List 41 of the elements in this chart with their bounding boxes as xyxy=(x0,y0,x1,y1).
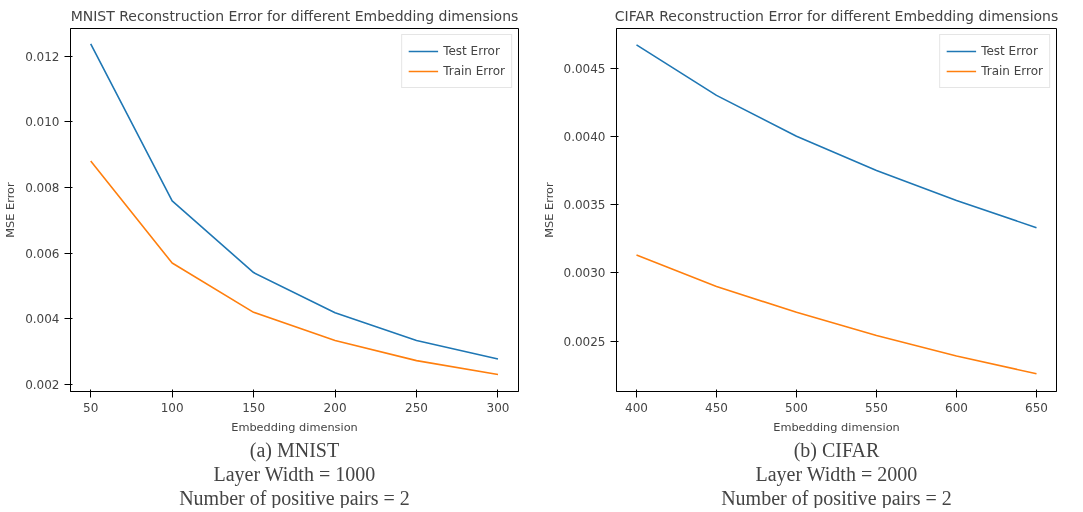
legend-label: Test Error xyxy=(981,44,1038,58)
x-tick-label: 100 xyxy=(160,400,184,415)
text: Number of positive pairs = 2 xyxy=(179,486,410,510)
x-tick-label: 650 xyxy=(1025,400,1048,415)
y-tick-label: 0.006 xyxy=(25,246,60,261)
chart-title: CIFAR Reconstruction Error for different Embedding dimensions xyxy=(614,7,1059,24)
x-tick-label: 500 xyxy=(785,400,808,415)
text: Layer Width = 2000 xyxy=(755,462,918,486)
y-tick-label: 0.0030 xyxy=(563,266,606,281)
legend-label: Train Error xyxy=(981,64,1043,78)
text: Layer Width = 1000 xyxy=(213,462,376,486)
y-axis-title: MSE Error xyxy=(541,181,556,238)
y-tick-label: 0.0045 xyxy=(563,61,606,76)
y-tick-label: 0.010 xyxy=(25,115,60,130)
y-tick-label: 0.0040 xyxy=(563,129,606,144)
x-tick-label: 400 xyxy=(625,400,648,415)
x-tick-label: 200 xyxy=(323,400,347,415)
text: (a) MNIST xyxy=(249,438,340,462)
line-series xyxy=(635,254,1038,375)
y-tick-label: 0.012 xyxy=(25,49,60,64)
chart-title: MNIST Reconstruction Error for different Embedding dimensions xyxy=(70,7,519,24)
y-tick-label: 0.0035 xyxy=(563,198,606,213)
y-axis-title: MSE Error xyxy=(3,181,18,238)
y-tick-label: 0.0025 xyxy=(563,334,606,349)
x-tick-label: 300 xyxy=(486,400,510,415)
line-series xyxy=(89,160,499,376)
x-tick-label: 450 xyxy=(705,400,728,415)
x-tick-label: 600 xyxy=(945,400,968,415)
legend-label: Test Error xyxy=(443,44,500,58)
y-tick-label: 0.002 xyxy=(25,378,60,393)
x-axis-title: Embedding dimension xyxy=(773,419,900,434)
x-axis-title: Embedding dimension xyxy=(231,419,358,434)
text: (b) CIFAR xyxy=(793,438,881,462)
x-tick-label: 150 xyxy=(242,400,266,415)
text: Number of positive pairs = 2 xyxy=(721,486,952,510)
x-tick-label: 50 xyxy=(83,400,99,415)
x-tick-label: 550 xyxy=(865,400,888,415)
y-tick-label: 0.004 xyxy=(25,312,60,327)
legend-label: Train Error xyxy=(443,64,505,78)
y-tick-label: 0.008 xyxy=(25,181,60,195)
x-tick-label: 250 xyxy=(405,400,428,415)
